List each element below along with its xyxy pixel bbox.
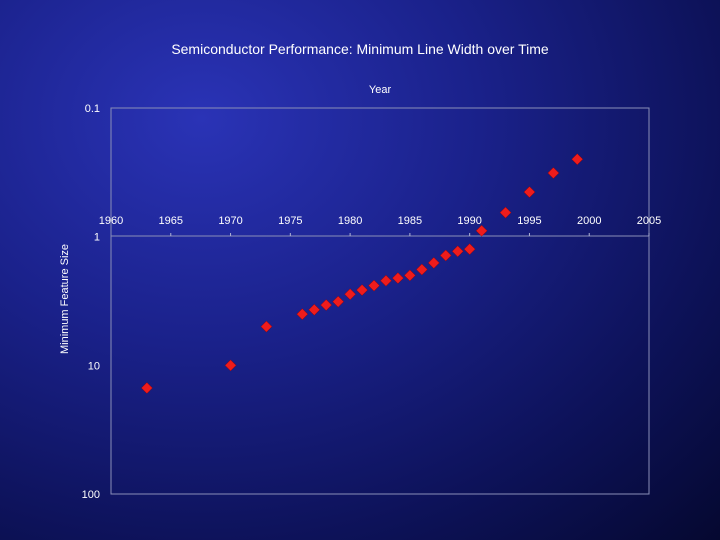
- y-axis-title: Minimum Feature Size: [59, 244, 71, 354]
- data-point: [356, 284, 368, 296]
- y-axis: 0.1 1 10 100: [82, 103, 100, 501]
- x-tick-label: 1970: [218, 215, 242, 227]
- data-point: [332, 295, 345, 308]
- x-tick-label: 2000: [577, 215, 601, 227]
- x-tick-label: 1995: [517, 215, 541, 227]
- chart-title: Semiconductor Performance: Minimum Line …: [171, 41, 549, 57]
- data-point: [523, 186, 536, 198]
- y-tick-label: 10: [88, 360, 100, 372]
- x-axis-title: Year: [369, 84, 392, 96]
- data-point: [392, 272, 404, 284]
- y-tick-label: 1: [94, 232, 100, 244]
- data-point: [451, 245, 464, 258]
- data-point: [344, 288, 356, 301]
- x-tick-label: 1990: [457, 215, 481, 227]
- plot-area: [110, 107, 650, 495]
- data-point: [320, 299, 333, 311]
- x-tick-label: 2005: [637, 215, 661, 227]
- x-tick-label: 1965: [159, 215, 183, 227]
- x-tick-label: 1960: [99, 215, 123, 227]
- x-axis: 1960 1965 1970 1975 1980 1985 1990 1995 2000 2005: [99, 215, 661, 236]
- data-point: [499, 206, 512, 219]
- data-point: [308, 303, 321, 316]
- data-point: [463, 243, 476, 255]
- x-tick-label: 1980: [338, 215, 362, 227]
- data-point: [427, 257, 440, 269]
- data-point: [260, 320, 273, 333]
- data-point: [404, 269, 416, 282]
- data-point: [547, 167, 560, 179]
- data-point: [439, 249, 452, 262]
- data-point: [380, 274, 392, 287]
- data-series: [141, 153, 584, 394]
- x-tick-label: 1985: [398, 215, 422, 227]
- data-point: [296, 308, 309, 320]
- data-point: [415, 263, 428, 276]
- data-point: [224, 359, 237, 372]
- data-point: [475, 224, 488, 237]
- x-tick-label: 1975: [278, 215, 302, 227]
- data-point: [368, 279, 380, 292]
- data-point: [141, 382, 153, 394]
- y-tick-label: 0.1: [85, 103, 100, 115]
- y-tick-label: 100: [82, 489, 100, 501]
- data-point: [571, 153, 584, 166]
